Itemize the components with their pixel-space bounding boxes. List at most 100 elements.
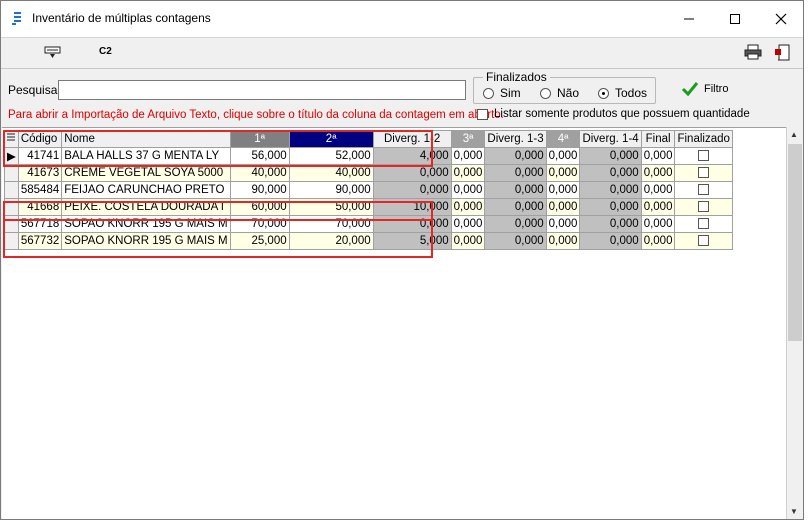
cell-codigo[interactable]: 567732 <box>17 232 63 250</box>
cell-codigo[interactable]: 41741 <box>17 147 63 165</box>
cell-final[interactable]: 0,000 <box>640 198 676 216</box>
cell-contagem-4[interactable]: 0,000 <box>545 147 581 165</box>
close-button[interactable] <box>758 1 803 37</box>
only-with-qty-checkbox[interactable]: Listar somente produtos que possuem quan… <box>477 108 750 120</box>
only-with-qty-box[interactable] <box>477 108 488 120</box>
cell-contagem-2[interactable]: 90,000 <box>288 181 374 199</box>
c2-button[interactable]: C2 <box>99 46 112 57</box>
cell-contagem-4[interactable]: 0,000 <box>545 198 581 216</box>
cell-diverg-1-4[interactable]: 0,000 <box>579 147 642 165</box>
cell-nome[interactable]: SOPAO KNORR 195 G MAIS M <box>61 215 231 233</box>
cell-codigo[interactable]: 41673 <box>17 164 63 182</box>
cell-diverg-1-2[interactable]: 0,000 <box>372 181 452 199</box>
cell-final[interactable]: 0,000 <box>640 164 676 182</box>
print-button[interactable] <box>744 44 762 63</box>
cell-final[interactable]: 0,000 <box>640 232 676 250</box>
cell-diverg-1-4[interactable]: 0,000 <box>579 181 642 199</box>
maximize-button[interactable] <box>712 1 758 37</box>
cell-contagem-3[interactable]: 0,000 <box>450 198 486 216</box>
radio-nao-circle[interactable] <box>540 87 551 99</box>
minimize-button[interactable] <box>666 1 712 37</box>
filtro-button[interactable]: Filtro <box>681 81 728 97</box>
col-contagem-4[interactable]: 4ª <box>545 130 581 148</box>
cell-contagem-1[interactable]: 90,000 <box>229 181 290 199</box>
keyboard-button[interactable] <box>44 44 62 63</box>
cell-diverg-1-3[interactable]: 0,000 <box>484 181 547 199</box>
cell-nome[interactable]: BALA HALLS 37 G MENTA LY <box>61 147 231 165</box>
cell-contagem-4[interactable]: 0,000 <box>545 164 581 182</box>
cell-diverg-1-3[interactable]: 0,000 <box>484 198 547 216</box>
cell-codigo[interactable]: 41668 <box>17 198 63 216</box>
col-diverg-1-3[interactable]: Diverg. 1-3 <box>484 130 547 148</box>
cell-contagem-1[interactable]: 25,000 <box>229 232 290 250</box>
col-contagem-3[interactable]: 3ª <box>450 130 486 148</box>
cell-finalizado[interactable] <box>674 181 733 199</box>
col-codigo[interactable]: Código <box>17 130 63 148</box>
cell-diverg-1-2[interactable]: 4,000 <box>372 147 452 165</box>
cell-codigo[interactable]: 585484 <box>17 181 63 199</box>
cell-diverg-1-4[interactable]: 0,000 <box>579 198 642 216</box>
table-row[interactable]: 567732 SOPAO KNORR 195 G MAIS M 25,000 20,0… <box>4 232 733 250</box>
cell-contagem-4[interactable]: 0,000 <box>545 215 581 233</box>
cell-diverg-1-4[interactable]: 0,000 <box>579 164 642 182</box>
finalizado-checkbox[interactable] <box>698 167 710 179</box>
row-indicator[interactable] <box>4 232 19 250</box>
row-indicator[interactable] <box>4 164 19 182</box>
col-finalizado[interactable]: Finalizado <box>674 130 733 148</box>
finalizado-checkbox[interactable] <box>698 184 710 196</box>
cell-nome[interactable]: FEIJAO CARUNCHAO PRETO <box>61 181 231 199</box>
col-nome[interactable]: Nome <box>61 130 231 148</box>
cell-contagem-3[interactable]: 0,000 <box>450 232 486 250</box>
col-final[interactable]: Final <box>640 130 676 148</box>
cell-nome[interactable]: SOPAO KNORR 195 G MAIS M <box>61 232 231 250</box>
cell-final[interactable]: 0,000 <box>640 181 676 199</box>
cell-diverg-1-4[interactable]: 0,000 <box>579 215 642 233</box>
title-bar[interactable]: Inventário de múltiplas contagens <box>1 1 803 37</box>
table-row[interactable]: ▶ 41741 BALA HALLS 37 G MENTA LY 56,000 52,0… <box>4 147 733 165</box>
radio-nao[interactable]: Não <box>540 86 579 100</box>
cell-contagem-2[interactable]: 20,000 <box>288 232 374 250</box>
cell-finalizado[interactable] <box>674 147 733 165</box>
finalizado-checkbox[interactable] <box>698 235 710 247</box>
table-row[interactable]: 585484 FEIJAO CARUNCHAO PRETO 90,000 90,000… <box>4 181 733 199</box>
cell-diverg-1-2[interactable]: 0,000 <box>372 215 452 233</box>
col-diverg-1-4[interactable]: Diverg. 1-4 <box>579 130 642 148</box>
cell-diverg-1-3[interactable]: 0,000 <box>484 147 547 165</box>
cell-contagem-3[interactable]: 0,000 <box>450 147 486 165</box>
finalizado-checkbox[interactable] <box>698 150 710 162</box>
cell-finalizado[interactable] <box>674 215 733 233</box>
cell-final[interactable]: 0,000 <box>640 215 676 233</box>
cell-diverg-1-2[interactable]: 0,000 <box>372 164 452 182</box>
finalizado-checkbox[interactable] <box>698 218 710 230</box>
cell-finalizado[interactable] <box>674 198 733 216</box>
cell-diverg-1-3[interactable]: 0,000 <box>484 215 547 233</box>
cell-diverg-1-2[interactable]: 5,000 <box>372 232 452 250</box>
cell-contagem-1[interactable]: 56,000 <box>229 147 290 165</box>
cell-contagem-2[interactable]: 40,000 <box>288 164 374 182</box>
col-contagem-1[interactable]: 1ª <box>229 130 290 148</box>
cell-nome[interactable]: PEIXE. COSTELA DOURADA I <box>61 198 231 216</box>
cell-finalizado[interactable] <box>674 232 733 250</box>
cell-contagem-1[interactable]: 60,000 <box>229 198 290 216</box>
radio-sim[interactable]: Sim <box>483 86 521 100</box>
scroll-down-icon[interactable]: ▼ <box>790 507 798 516</box>
col-diverg-1-2[interactable]: Diverg. 1-2 <box>372 130 452 148</box>
table-row[interactable]: 567718 SOPAO KNORR 195 G MAIS M 70,000 70,0… <box>4 215 733 233</box>
row-indicator[interactable] <box>4 181 19 199</box>
cell-diverg-1-4[interactable]: 0,000 <box>579 232 642 250</box>
cell-contagem-3[interactable]: 0,000 <box>450 181 486 199</box>
cell-contagem-2[interactable]: 52,000 <box>288 147 374 165</box>
cell-contagem-4[interactable]: 0,000 <box>545 232 581 250</box>
exit-button[interactable] <box>773 44 791 65</box>
table-row[interactable]: 41673 CREME VEGETAL SOYA 5000 40,000 40,000… <box>4 164 733 182</box>
cell-contagem-2[interactable]: 50,000 <box>288 198 374 216</box>
cell-codigo[interactable]: 567718 <box>17 215 63 233</box>
cell-contagem-1[interactable]: 70,000 <box>229 215 290 233</box>
row-indicator[interactable] <box>4 198 19 216</box>
scroll-up-icon[interactable]: ▲ <box>790 130 798 139</box>
grid-corner[interactable] <box>4 130 19 148</box>
row-indicator[interactable] <box>4 215 19 233</box>
cell-diverg-1-2[interactable]: 10,000 <box>372 198 452 216</box>
radio-sim-circle[interactable] <box>483 87 494 99</box>
cell-contagem-3[interactable]: 0,000 <box>450 215 486 233</box>
